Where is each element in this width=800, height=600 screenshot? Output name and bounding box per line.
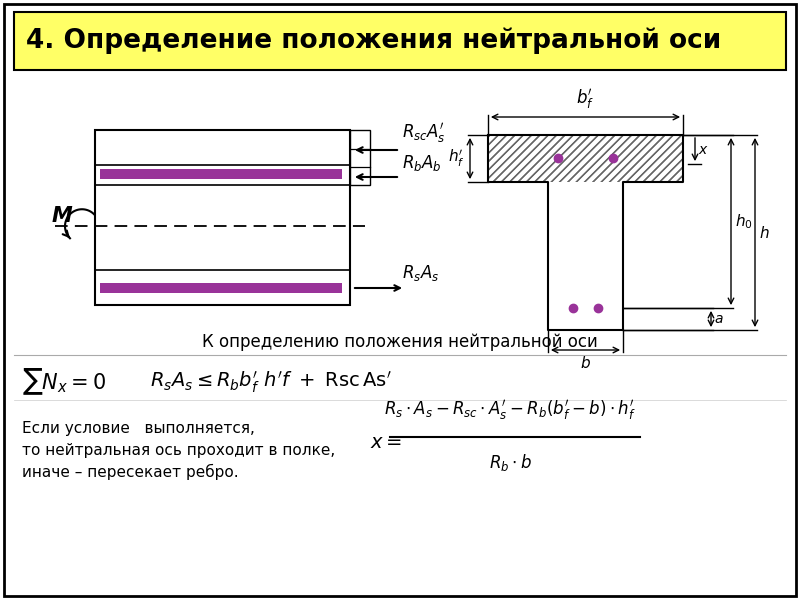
Bar bbox=[100, 169, 342, 179]
Text: Если условие   выполняется,: Если условие выполняется, bbox=[22, 421, 255, 436]
Bar bbox=[350, 130, 370, 185]
Text: $R_s \cdot A_s - R_{sc} \cdot A_s^{\prime} - R_b(b_f^{\prime} - b) \cdot h_f^{\p: $R_s \cdot A_s - R_{sc} \cdot A_s^{\prim… bbox=[384, 398, 636, 422]
Bar bbox=[488, 135, 683, 182]
Text: $b_f^{\prime}$: $b_f^{\prime}$ bbox=[576, 87, 594, 111]
Text: $R_b A_b$: $R_b A_b$ bbox=[402, 153, 442, 173]
Bar bbox=[14, 12, 786, 70]
Bar bbox=[100, 283, 342, 293]
Text: $h_f^{\prime}$: $h_f^{\prime}$ bbox=[448, 148, 465, 169]
Bar bbox=[488, 135, 683, 182]
Bar bbox=[95, 130, 350, 305]
Text: $a$: $a$ bbox=[714, 312, 723, 326]
Text: $h_0$: $h_0$ bbox=[735, 212, 753, 232]
Text: 4. Определение положения нейтральной оси: 4. Определение положения нейтральной оси bbox=[26, 28, 722, 54]
Text: $h$: $h$ bbox=[759, 225, 770, 241]
Text: $\sum N_x = 0$: $\sum N_x = 0$ bbox=[22, 367, 106, 397]
Text: $R_{sc}A_s^{\prime}$: $R_{sc}A_s^{\prime}$ bbox=[402, 121, 446, 145]
Text: иначе – пересекает ребро.: иначе – пересекает ребро. bbox=[22, 464, 238, 480]
Text: К определению положения нейтральной оси: К определению положения нейтральной оси bbox=[202, 333, 598, 351]
Text: M: M bbox=[52, 206, 72, 226]
Text: $b$: $b$ bbox=[579, 355, 590, 371]
Text: то нейтральная ось проходит в полке,: то нейтральная ось проходит в полке, bbox=[22, 443, 335, 457]
Text: $R_s A_s \leq R_b b_f^{\prime}\ h^\prime f\ +\ \mathrm{Rsc\,As}^{\prime}$: $R_s A_s \leq R_b b_f^{\prime}\ h^\prime… bbox=[150, 369, 392, 395]
Text: $R_s A_s$: $R_s A_s$ bbox=[402, 263, 439, 283]
Bar bbox=[488, 135, 683, 182]
Text: $x$: $x$ bbox=[698, 143, 709, 157]
Text: $R_b \cdot b$: $R_b \cdot b$ bbox=[489, 452, 531, 473]
Text: $x=$: $x=$ bbox=[370, 433, 402, 451]
